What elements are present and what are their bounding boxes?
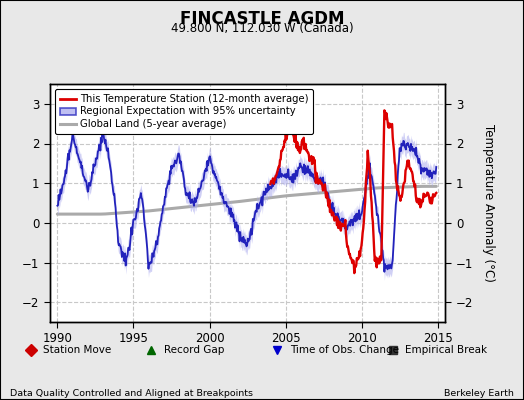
Text: 49.800 N, 112.030 W (Canada): 49.800 N, 112.030 W (Canada) <box>171 22 353 35</box>
Text: Station Move: Station Move <box>43 345 112 355</box>
Text: Empirical Break: Empirical Break <box>406 345 487 355</box>
Y-axis label: Temperature Anomaly (°C): Temperature Anomaly (°C) <box>482 124 495 282</box>
Text: FINCASTLE AGDM: FINCASTLE AGDM <box>180 10 344 28</box>
Text: Data Quality Controlled and Aligned at Breakpoints: Data Quality Controlled and Aligned at B… <box>10 389 254 398</box>
Text: Time of Obs. Change: Time of Obs. Change <box>290 345 399 355</box>
Text: Berkeley Earth: Berkeley Earth <box>444 389 514 398</box>
Legend: This Temperature Station (12-month average), Regional Expectation with 95% uncer: This Temperature Station (12-month avera… <box>55 89 313 134</box>
Text: Record Gap: Record Gap <box>164 345 224 355</box>
